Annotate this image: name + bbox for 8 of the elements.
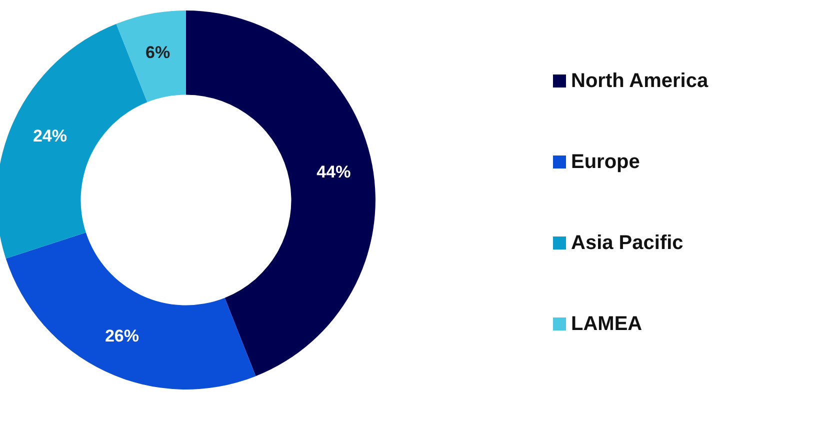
data-label: 26% — [104, 326, 139, 346]
data-label: 44% — [316, 162, 351, 182]
data-label: 6% — [146, 42, 170, 62]
data-label: 24% — [32, 126, 67, 146]
legend-label: North America — [571, 70, 709, 92]
legend-label: LAMEA — [571, 313, 642, 335]
legend-label: Europe — [571, 151, 640, 173]
legend-label: Asia Pacific — [571, 232, 684, 254]
